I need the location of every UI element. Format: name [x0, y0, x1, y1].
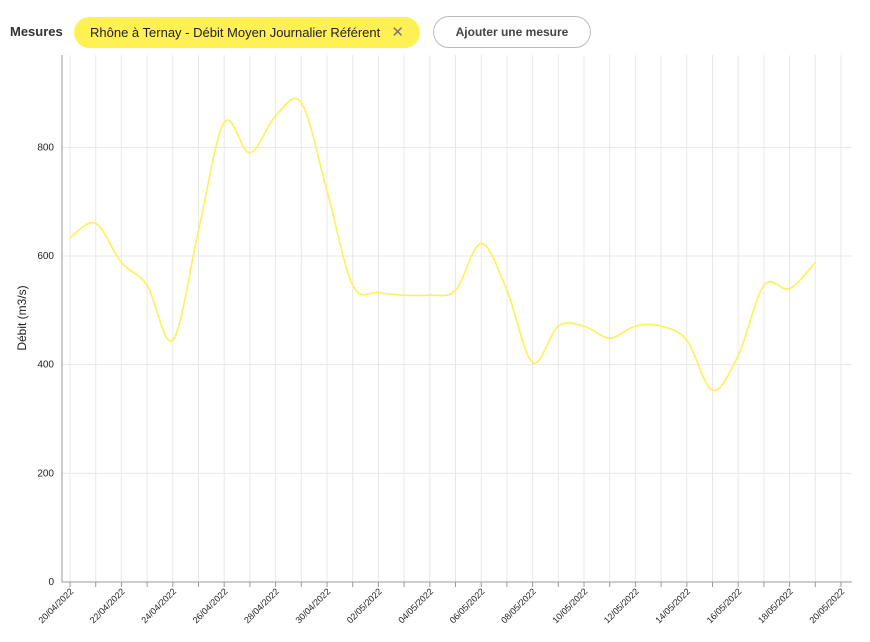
data-line [69, 97, 816, 392]
x-tick-label: 22/04/2022 [88, 586, 127, 625]
x-tick-label: 20/04/2022 [36, 586, 75, 625]
y-tick-label: 600 [37, 251, 54, 262]
x-tick-label: 20/05/2022 [807, 586, 846, 625]
remove-icon[interactable]: ✕ [391, 24, 404, 41]
x-tick-label: 26/04/2022 [191, 586, 230, 625]
y-tick-label: 0 [48, 577, 54, 588]
y-tick-label: 800 [37, 142, 54, 153]
measures-label: Mesures [10, 24, 63, 39]
x-tick-label: 18/05/2022 [756, 586, 795, 625]
toolbar: Mesures Rhône à Ternay - Débit Moyen Jou… [0, 0, 870, 60]
x-tick-label: 28/04/2022 [242, 586, 281, 625]
x-tick-label: 06/05/2022 [448, 586, 487, 625]
measure-chip[interactable]: Rhône à Ternay - Débit Moyen Journalier … [74, 17, 420, 48]
x-tick-label: 30/04/2022 [293, 586, 332, 625]
measure-chip-text: Rhône à Ternay - Débit Moyen Journalier … [90, 25, 381, 40]
add-measure-button[interactable]: Ajouter une mesure [433, 16, 591, 48]
x-tick-label: 12/05/2022 [602, 586, 641, 625]
y-axis-label: Débit (m3/s) [15, 285, 29, 350]
x-tick-label: 16/05/2022 [705, 586, 744, 625]
y-tick-label: 400 [37, 360, 54, 371]
y-tick-label: 200 [37, 468, 54, 479]
x-tick-label: 24/04/2022 [139, 586, 178, 625]
x-tick-label: 02/05/2022 [345, 586, 384, 625]
x-tick-label: 08/05/2022 [499, 586, 538, 625]
x-tick-label: 04/05/2022 [396, 586, 435, 625]
x-tick-label: 10/05/2022 [550, 586, 589, 625]
x-tick-label: 14/05/2022 [653, 586, 692, 625]
